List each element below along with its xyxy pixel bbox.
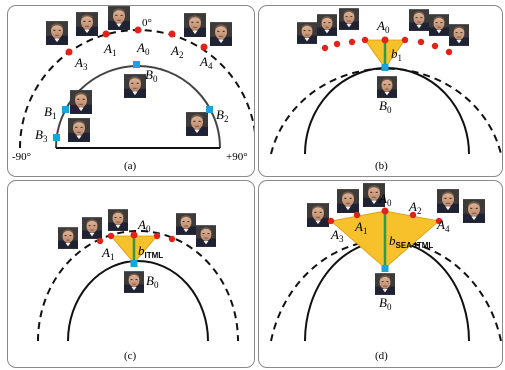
face-b0 [124,74,146,98]
caption-b: (b) [375,160,388,172]
label-a0: A0 [137,217,151,234]
anchor-dot-a4 [435,217,443,225]
face-a0 [108,6,130,30]
face-4 [409,9,429,31]
label-b0: B0 [379,98,392,115]
label-a0: A0 [136,40,150,57]
probe-square-b0 [381,265,389,272]
face-b0 [375,273,395,295]
anchor-dot-a0 [381,207,389,215]
face-1 [58,227,78,249]
caption-d: (d) [375,350,388,362]
face-5 [196,225,216,247]
panel-d: A0 A1 A3 A2 A4 bSEA-ITML B0 (d) [258,180,503,368]
caption-c: (c) [124,350,137,362]
anchor-dot-a1 [353,211,361,219]
label-a2: A2 [408,199,421,216]
anchor-dot-a1 [102,30,110,38]
anchor-dot-a3 [327,217,335,225]
label-b2: B2 [216,107,228,124]
anchor-dot-a4 [200,43,208,51]
caption-a: (a) [124,160,137,172]
label-a1: A1 [101,245,114,262]
face-b1 [70,90,92,114]
anchor-dot-a2 [409,211,417,219]
face-2 [317,14,337,36]
panel-a: 0° -90° +90° A0 A1 A3 A2 A4 B0 B1 B2 B3 … [7,5,255,177]
anchor-dot-a2 [168,30,176,38]
label-a2: A2 [170,43,183,60]
face-4 [176,213,196,235]
probe-square-b0 [381,64,389,71]
face-3 [108,209,128,231]
face-a2 [184,13,206,37]
anchor-dot-a0 [134,26,142,34]
label-b-itml: bITML [138,243,163,260]
face-2 [82,217,102,239]
angle-right-label: +90° [226,151,248,163]
face-6 [449,24,469,46]
probe-square-b0 [130,260,138,267]
panel-d-diagram: A0 A1 A3 A2 A4 bSEA-ITML B0 (d) [270,183,502,362]
panel-c-diagram: A0 A1 bITML B0 (c) [37,209,239,362]
probe-square-b0 [133,61,140,68]
label-a4: A4 [199,54,213,71]
panel-b-diagram: A0 b1 B0 (b) [270,8,502,172]
panel-b: A0 b1 B0 (b) [258,5,503,177]
probe-square-b1 [62,106,69,113]
face-a3 [46,21,68,45]
face-b2 [186,112,208,136]
label-b3: B3 [35,127,48,144]
face-a4 [463,199,485,223]
face-b0 [124,271,144,293]
face-1 [297,22,317,44]
face-a3 [307,203,329,227]
face-5 [429,14,449,36]
label-a0: A0 [378,191,392,208]
label-b0: B0 [146,273,159,290]
label-a4: A4 [436,217,450,234]
label-a0: A0 [376,18,390,35]
face-b3 [68,118,90,142]
label-b1: B1 [44,104,56,121]
probe-square-b2 [206,106,213,113]
angle-left-label: -90° [12,151,31,163]
probe-square-b3 [53,134,60,141]
label-b1: b1 [391,46,402,63]
label-a3: A3 [74,55,88,72]
panel-c: A0 A1 bITML B0 (c) [7,180,255,368]
anchor-dot-a0 [130,231,138,239]
face-a1 [76,12,98,36]
anchor-dot-a0 [381,36,389,44]
label-b0: B0 [379,295,392,312]
face-a4 [210,22,232,46]
anchor-dot-a3 [65,48,73,56]
angle-top-label: 0° [142,17,152,29]
panel-a-diagram: 0° -90° +90° A0 A1 A3 A2 A4 B0 B1 B2 B3 … [12,6,254,172]
label-b0: B0 [145,67,158,84]
face-a1 [337,189,359,213]
face-a2 [437,189,459,213]
face-b0 [377,76,397,98]
label-a1: A1 [103,41,116,58]
face-3 [339,8,359,30]
